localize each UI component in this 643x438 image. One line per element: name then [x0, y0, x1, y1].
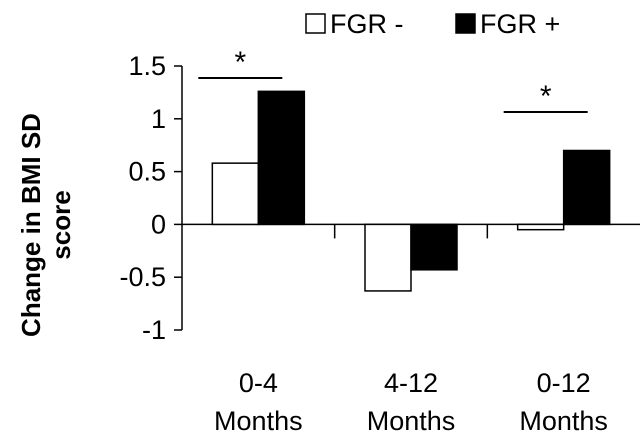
significance-star: *: [234, 46, 246, 79]
legend: FGR - FGR +: [305, 9, 560, 39]
y-tick-label: 1.5: [128, 51, 166, 81]
bar-fgr-minus-1: [364, 223, 412, 292]
legend-label-fgr-plus: FGR +: [480, 9, 560, 39]
y-axis-title-line-1: Change in BMI SD: [16, 113, 46, 337]
x-category-label: 0-12: [537, 368, 591, 398]
x-category-label: 0-4: [239, 368, 278, 398]
y-tick-label: 0.5: [128, 157, 166, 187]
bar-fgr-plus-2: [562, 149, 611, 226]
bar-fgr-plus-1: [410, 223, 458, 271]
plot-area: 1.5 1 0.5 0 -0.5 -1 0-4 Months 4-12 Months 0-12 Mon…: [119, 46, 640, 436]
significance-star: *: [540, 80, 552, 113]
y-tick-label: -1: [142, 315, 166, 345]
x-category-label: 4-12: [384, 368, 438, 398]
y-axis-title: Change in BMI SD score: [16, 113, 76, 337]
x-category-label: Months: [367, 406, 456, 436]
y-axis-title-line-2: score: [46, 190, 76, 259]
legend-swatch-fgr-minus: [305, 13, 326, 34]
bar-fgr-plus-0: [257, 90, 306, 226]
bar-fgr-minus-0: [211, 162, 260, 226]
y-tick-label: 1: [151, 104, 166, 134]
y-tick-label: -0.5: [119, 262, 166, 292]
bar-fgr-minus-2: [516, 223, 565, 231]
y-tick-label: 0: [151, 209, 166, 239]
x-category-label: Months: [519, 406, 608, 436]
legend-swatch-fgr-plus: [455, 13, 476, 34]
x-category-label: Months: [214, 406, 303, 436]
legend-label-fgr-minus: FGR -: [330, 9, 404, 39]
